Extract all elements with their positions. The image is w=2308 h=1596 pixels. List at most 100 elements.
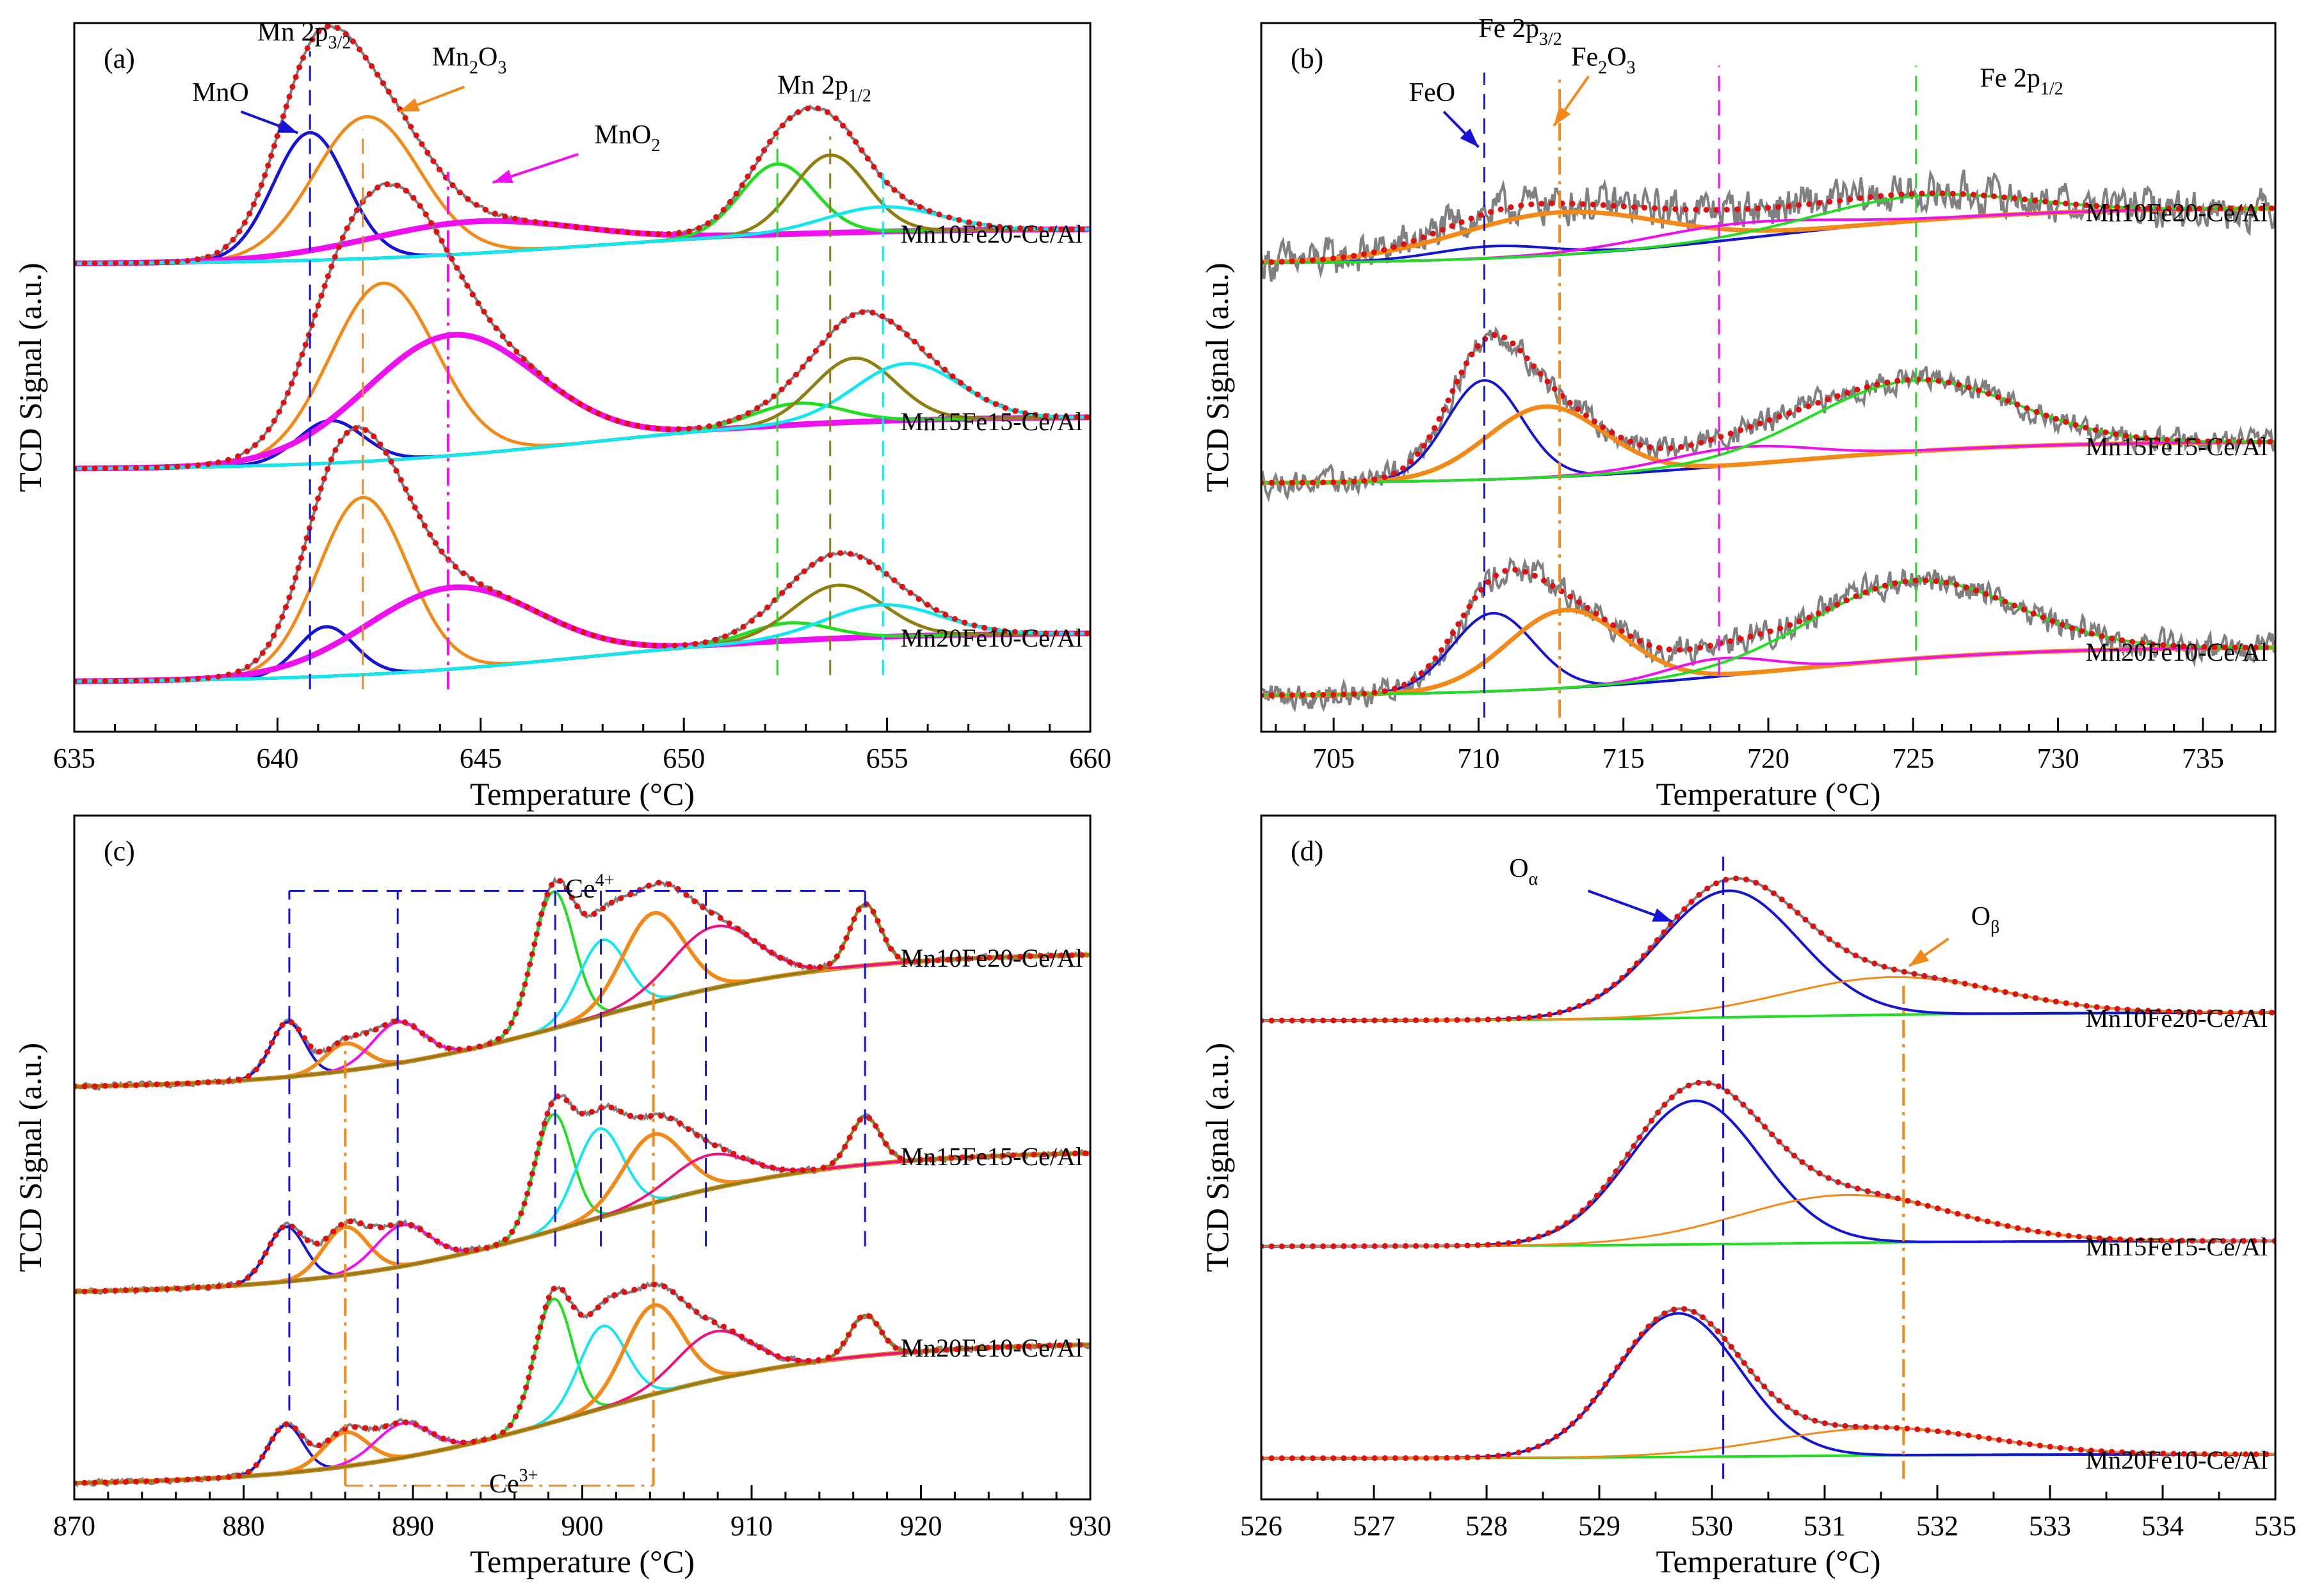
x-tick-label: 725 [1892, 743, 1934, 774]
annotation-label: MnO2 [595, 120, 661, 156]
x-axis-label-unit: °C [650, 1544, 684, 1579]
plot-frame [73, 22, 1092, 733]
x-axis-label-suffix: ) [684, 1544, 695, 1579]
sample-label: Mn10Fe20-Ce/Al [2086, 198, 2268, 227]
x-tick-label: 720 [1747, 743, 1789, 774]
annotation-label: Fe2O3 [1571, 42, 1635, 77]
raw-data-line [74, 1092, 1090, 1296]
annotation-text: O [478, 42, 497, 72]
annotation-text: 3 [1627, 58, 1636, 77]
fit-envelope-line [74, 424, 1090, 684]
annotation-text: Mn [432, 42, 469, 72]
sample-label: Mn15Fe15-Ce/Al [901, 1142, 1083, 1171]
annotation-label: Oβ [1971, 902, 2000, 937]
fit-envelope-line [1261, 875, 2275, 1024]
x-axis-label: Temperature (°C) [1656, 776, 1880, 812]
component-o-beta-line [1261, 1194, 2275, 1248]
raw-data-line [1261, 326, 2275, 503]
x-tick-label: 900 [561, 1510, 604, 1542]
annotation-text: O [1607, 42, 1626, 72]
x-tick-label: 910 [730, 1510, 773, 1542]
component-o-alpha-line [1261, 1312, 2275, 1460]
fit-envelope-line [74, 23, 1090, 266]
annotation-label: FeO [1409, 78, 1455, 108]
panel-label: (d) [1291, 835, 1323, 867]
x-tick-label: 890 [392, 1510, 434, 1542]
component-ce-u-line [74, 890, 1090, 1088]
component-o-alpha-line [1261, 889, 2275, 1022]
x-axis-label-unit: °C [650, 776, 684, 812]
x-tick-label: 531 [1804, 1510, 1846, 1542]
plot-area [74, 876, 1090, 1488]
component-o-alpha-line [1261, 1099, 2275, 1248]
panel-a: Mn10Fe20-Ce/Al Mn15Fe15-Ce/Al Mn20Fe10-Ce/… [12, 18, 1111, 812]
annotation-arrow-head [492, 170, 513, 184]
panel-label: (b) [1291, 43, 1323, 74]
sample-label: Mn10Fe20-Ce/Al [901, 220, 1083, 248]
x-axis-label-prefix: Temperature ( [470, 776, 650, 812]
x-tick-label: 735 [2182, 743, 2224, 774]
annotation-label: Mn 2p1/2 [777, 71, 871, 106]
sample-label: Mn20Fe10-Ce/Al [2086, 638, 2268, 666]
annotation-arrow-head [1460, 128, 1479, 147]
x-tick-label: 530 [1691, 1510, 1733, 1542]
x-tick-label: 534 [2142, 1510, 2184, 1542]
fit-envelope-line [1261, 1305, 2275, 1462]
annotation-text: Fe 2p [1478, 14, 1539, 44]
annotation-arrow-head [1909, 949, 1929, 966]
component-ce-u-line [74, 1297, 1090, 1485]
fit-envelope-line [74, 877, 1090, 1090]
annotation-label: Ce3+ [489, 1465, 538, 1499]
annotation-arrow-head [1652, 908, 1673, 922]
y-axis-label: TCD Signal (a.u.) [12, 262, 48, 492]
x-axis-label-unit: °C [1836, 1544, 1870, 1579]
sample-label: Mn10Fe20-Ce/Al [901, 944, 1083, 972]
annotation-text: 3 [497, 58, 506, 77]
panel-b: Mn10Fe20-Ce/Al Mn15Fe15-Ce/Al Mn20Fe10-Ce/… [1199, 14, 2277, 812]
annotation-arrow-head [277, 119, 298, 133]
fit-envelope-line [1261, 1079, 2275, 1250]
annotation-text: 3/2 [1539, 29, 1562, 49]
annotation-arrow-head [399, 98, 420, 112]
annotation-label: Fe 2p1/2 [1980, 64, 2063, 99]
fit-envelope-line [74, 181, 1090, 472]
annotation-text: 2 [1598, 58, 1607, 77]
panel-c: Mn10Fe20-Ce/Al Mn15Fe15-Ce/Al Mn20Fe10-Ce/… [12, 814, 1111, 1579]
component-ce3-u--line [74, 910, 1090, 1089]
x-tick-label: 645 [460, 743, 502, 774]
component-mn2o3-line [74, 281, 1090, 471]
fit-envelope-line [1261, 190, 2275, 266]
x-tick-label: 526 [1240, 1510, 1282, 1542]
component-mno2-line [74, 332, 1090, 472]
raw-data-line [1261, 877, 2275, 1022]
annotation-label: Oα [1509, 854, 1538, 889]
x-axis-label-prefix: Temperature ( [470, 1544, 650, 1579]
sample-label: Mn20Fe10-Ce/Al [901, 624, 1083, 652]
component-mn-2p1-2-c-line [74, 362, 1090, 471]
annotation-text: MnO [192, 78, 249, 108]
panel-label: (a) [104, 43, 135, 74]
raw-data-line [74, 876, 1090, 1092]
x-axis-label-prefix: Temperature ( [1656, 1544, 1836, 1579]
annotation-text: Ce [565, 875, 595, 904]
y-axis-label: TCD Signal (a.u.) [1199, 1043, 1235, 1272]
sample-label: Mn15Fe15-Ce/Al [901, 407, 1083, 436]
annotation-text: Fe [1571, 42, 1598, 72]
plot-frame [1260, 814, 2277, 1501]
x-axis-label-prefix: Temperature ( [1656, 776, 1836, 812]
annotation-text: O [1509, 854, 1528, 883]
x-tick-label: 533 [2029, 1510, 2071, 1542]
fit-envelope-line [1261, 567, 2275, 698]
x-tick-label: 710 [1457, 743, 1499, 774]
x-tick-label: 870 [53, 1510, 95, 1542]
panel-label: (c) [104, 835, 135, 867]
x-tick-label: 635 [53, 743, 95, 774]
x-tick-label: 532 [1916, 1510, 1958, 1542]
plot-area [74, 23, 1090, 684]
sample-label: Mn10Fe20-Ce/Al [2086, 1004, 2268, 1033]
x-tick-label: 528 [1465, 1510, 1508, 1542]
x-tick-label: 920 [900, 1510, 942, 1542]
component-o-beta-line [1261, 1427, 2275, 1460]
sample-label: Mn15Fe15-Ce/Al [2086, 432, 2268, 461]
